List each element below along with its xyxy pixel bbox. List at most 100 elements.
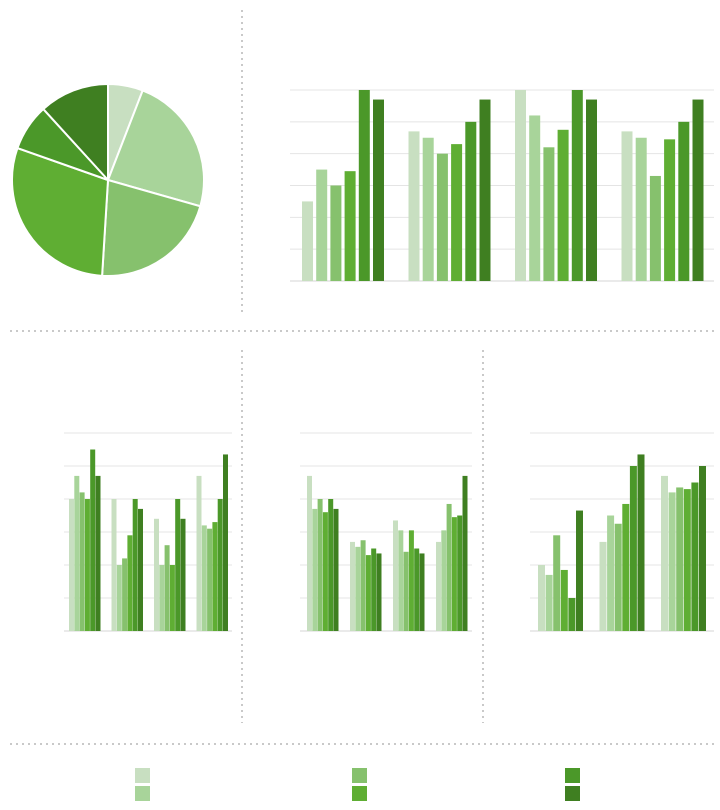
bar: [164, 545, 170, 631]
bar: [302, 201, 313, 281]
legend-swatch: [135, 768, 150, 783]
bar: [196, 475, 202, 631]
bar: [127, 535, 133, 631]
bar: [664, 139, 676, 281]
bar: [441, 530, 447, 631]
bar: [217, 499, 223, 631]
bar: [371, 548, 377, 631]
bar: [69, 499, 74, 631]
bar: [538, 565, 545, 631]
bar: [403, 551, 409, 631]
bar: [414, 548, 420, 631]
bar: [159, 565, 165, 631]
legend-swatch: [135, 786, 150, 801]
pie-slice: [11, 146, 110, 277]
bar: [622, 503, 630, 631]
bar: [116, 565, 122, 631]
bar: [212, 522, 218, 631]
bar: [154, 518, 159, 631]
bar: [457, 515, 463, 631]
bar: [691, 482, 699, 631]
bar: [479, 99, 491, 281]
bar: [599, 541, 607, 631]
bar: [419, 553, 425, 631]
bar: [462, 475, 468, 631]
bar: [451, 144, 463, 281]
bar: [543, 147, 555, 281]
bar: [668, 492, 676, 631]
bar: [545, 574, 553, 631]
bar: [398, 530, 404, 631]
bar: [649, 175, 661, 281]
bar: [586, 99, 597, 281]
bar: [312, 508, 318, 631]
bar: [358, 90, 370, 281]
bar: [436, 153, 448, 281]
bar: [376, 553, 382, 631]
bar: [79, 492, 85, 631]
bar: [571, 90, 583, 281]
bar: [84, 499, 90, 631]
bar: [111, 499, 117, 631]
bar: [333, 508, 339, 631]
bar: [360, 540, 366, 631]
bar: [629, 466, 637, 631]
bar: [132, 499, 138, 631]
bar: [568, 598, 576, 631]
bar: [122, 558, 128, 631]
bar: [692, 99, 704, 281]
bar: [223, 454, 228, 631]
bar: [408, 131, 420, 281]
legend-swatch: [565, 786, 580, 801]
bar: [436, 541, 441, 631]
bar: [529, 115, 541, 281]
bar: [95, 475, 101, 631]
bar: [316, 169, 328, 281]
bar: [175, 499, 181, 631]
bar: [207, 528, 213, 631]
bar: [699, 466, 706, 631]
bar: [661, 475, 668, 631]
bar: [307, 475, 312, 631]
bar: [365, 555, 371, 631]
bar: [607, 515, 615, 631]
bar: [515, 90, 526, 281]
bar: [557, 129, 569, 281]
legend-swatch: [352, 786, 367, 801]
bar: [422, 137, 434, 281]
bar: [344, 171, 356, 281]
bar: [614, 523, 622, 631]
legend-swatch: [565, 768, 580, 783]
bar: [621, 131, 633, 281]
bar: [560, 569, 568, 631]
bar: [451, 517, 457, 631]
bar: [74, 475, 80, 631]
bar: [553, 535, 561, 631]
bar: [322, 512, 328, 631]
bar: [683, 489, 691, 631]
bar: [355, 546, 361, 631]
bar: [373, 99, 384, 281]
bar: [465, 121, 477, 281]
bar: [637, 454, 645, 631]
pie-slice: [41, 82, 109, 183]
bar: [408, 530, 414, 631]
bar: [576, 510, 583, 631]
bar: [317, 499, 323, 631]
bar: [676, 487, 684, 631]
bar: [328, 499, 334, 631]
bar: [446, 503, 452, 631]
bar: [138, 508, 143, 631]
bar: [90, 449, 96, 631]
bar: [393, 520, 398, 631]
legend-swatch: [352, 768, 367, 783]
bar: [635, 137, 647, 281]
pie-slice: [101, 178, 202, 277]
bar: [350, 541, 355, 631]
